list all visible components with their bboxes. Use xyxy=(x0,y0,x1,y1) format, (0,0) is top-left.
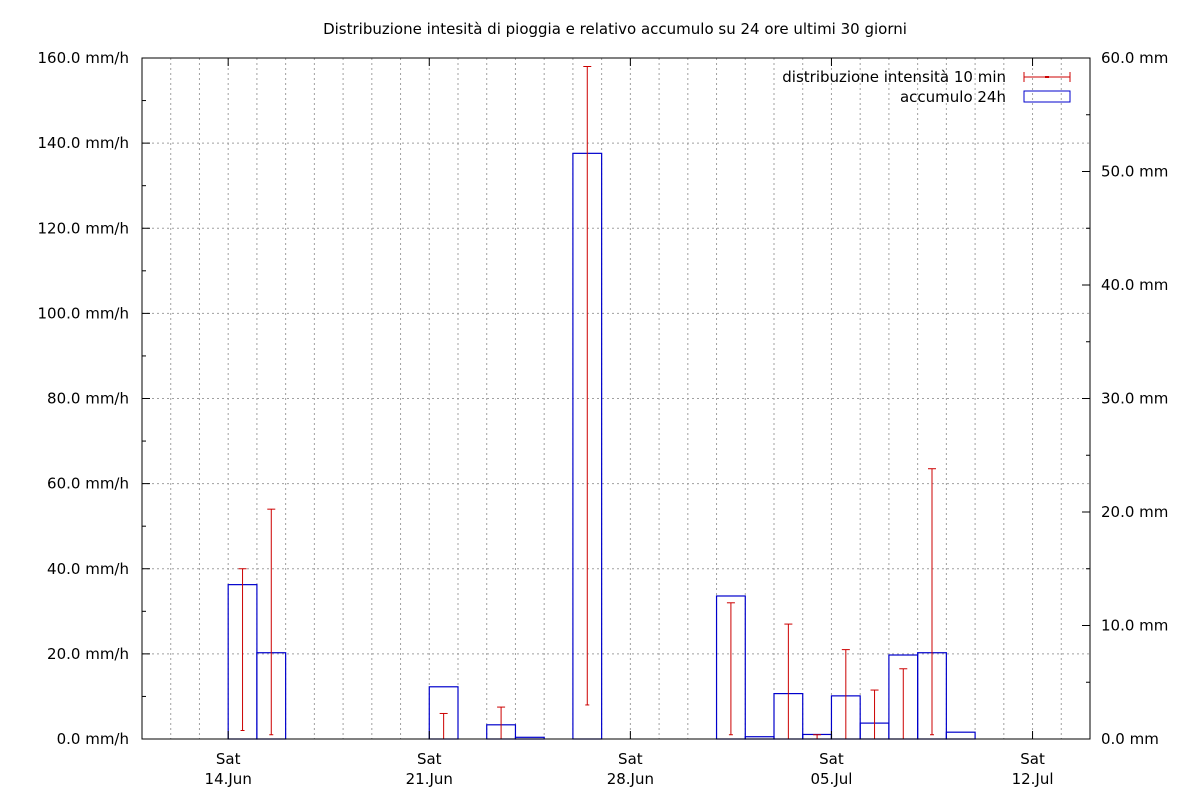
legend-swatch-accumulation xyxy=(1023,90,1071,103)
x-tick-label-date: 28.Jun xyxy=(607,770,654,788)
y-right-tick-label: 0.0 mm xyxy=(1101,730,1159,748)
x-tick-label-day: Sat xyxy=(819,750,844,768)
x-tick-label-day: Sat xyxy=(1020,750,1045,768)
y-left-tick-label: 160.0 mm/h xyxy=(38,49,130,67)
y-right-tick-label: 10.0 mm xyxy=(1101,617,1168,635)
x-tick-label-day: Sat xyxy=(216,750,241,768)
x-tick-label-day: Sat xyxy=(618,750,643,768)
y-right-tick-label: 20.0 mm xyxy=(1101,503,1168,521)
y-right-tick-label: 60.0 mm xyxy=(1101,49,1168,67)
y-left-tick-label: 0.0 mm/h xyxy=(57,730,129,748)
x-tick-label-date: 21.Jun xyxy=(406,770,453,788)
x-tick-label-date: 14.Jun xyxy=(205,770,252,788)
legend: distribuzione intensità 10 min accumulo … xyxy=(782,68,1071,106)
legend-label-intensity: distribuzione intensità 10 min xyxy=(782,68,1006,86)
y-left-tick-label: 20.0 mm/h xyxy=(47,645,129,663)
y-right-tick-label: 40.0 mm xyxy=(1101,276,1168,294)
x-tick-label-day: Sat xyxy=(417,750,442,768)
x-tick-label-date: 05.Jul xyxy=(810,770,852,788)
axis-ticks xyxy=(142,57,1090,740)
accumulation-bars xyxy=(227,152,976,740)
grid xyxy=(142,58,1090,739)
accumulation-bar xyxy=(945,731,976,740)
legend-label-accumulation: accumulo 24h xyxy=(900,88,1006,106)
y-left-tick-label: 80.0 mm/h xyxy=(47,390,129,408)
y-left-tick-label: 140.0 mm/h xyxy=(38,134,130,152)
tick-labels: 0.0 mm/h 20.0 mm/h 40.0 mm/h 60.0 mm/h 80.0 … xyxy=(38,49,1169,788)
y-left-tick-label: 100.0 mm/h xyxy=(38,304,130,322)
intensity-errorbars xyxy=(238,66,936,740)
x-tick-label-date: 12.Jul xyxy=(1012,770,1054,788)
chart-title: Distribuzione intesità di pioggia e rela… xyxy=(323,20,907,38)
y-left-tick-label: 40.0 mm/h xyxy=(47,560,129,578)
y-right-tick-label: 30.0 mm xyxy=(1101,390,1168,408)
y-left-tick-label: 120.0 mm/h xyxy=(38,219,130,237)
y-right-tick-label: 50.0 mm xyxy=(1101,163,1168,181)
y-left-tick-label: 60.0 mm/h xyxy=(47,475,129,493)
